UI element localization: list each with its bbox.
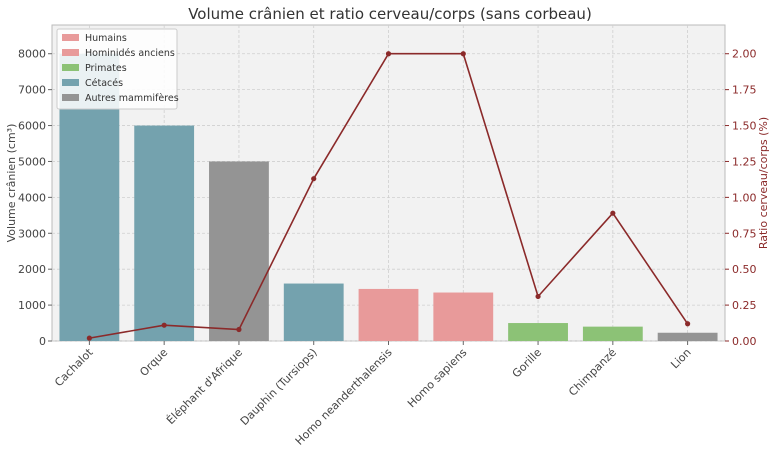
y-tick-label: 1000 <box>18 299 46 312</box>
legend-swatch <box>62 34 79 41</box>
legend-swatch <box>62 94 79 101</box>
y-axis-label: Volume crânien (cm³) <box>5 124 18 243</box>
ratio-point <box>460 51 466 57</box>
legend-box <box>56 28 178 110</box>
y2-tick-label: 0.50 <box>732 263 757 276</box>
y-tick-label: 6000 <box>18 120 46 133</box>
bar <box>283 283 344 341</box>
ratio-point <box>86 335 92 341</box>
bar <box>657 332 718 341</box>
y-tick-label: 0 <box>39 335 46 348</box>
legend-label: Autres mammifères <box>85 93 179 104</box>
y-axis-left: 0 1000 2000 3000 4000 5000 6000 7000 8000 <box>18 48 52 348</box>
ratio-point <box>311 176 317 182</box>
legend-label: Primates <box>85 63 127 74</box>
legend-swatch <box>62 64 79 71</box>
ratio-point <box>610 210 616 216</box>
x-tick-label: Homo sapiens <box>405 346 469 410</box>
legend-label: Cétacés <box>85 78 123 89</box>
y2-tick-label: 0.00 <box>732 335 757 348</box>
ratio-point <box>236 326 242 333</box>
y-tick-label: 4000 <box>18 191 46 204</box>
legend-swatch <box>62 49 79 56</box>
y-tick-label: 3000 <box>18 227 46 240</box>
x-tick-label: Lion <box>668 346 693 371</box>
y-axis-right: 0.00 0.25 0.50 0.75 1.00 1.25 1.50 1.75 2.00 <box>725 48 757 348</box>
x-tick-label: Chimpanzé <box>566 346 619 399</box>
y2-tick-label: 0.25 <box>732 299 757 312</box>
ratio-line <box>86 51 691 341</box>
bar <box>582 326 643 341</box>
x-tick-label: Gorille <box>510 346 545 381</box>
y-tick-label: 8000 <box>18 48 46 61</box>
legend-swatch <box>62 79 79 86</box>
ratio-point <box>161 322 167 328</box>
y2-tick-label: 0.75 <box>732 227 757 240</box>
bar <box>134 125 195 341</box>
y2-tick-label: 1.50 <box>732 120 757 133</box>
y2-tick-label: 1.00 <box>732 191 757 204</box>
y-tick-label: 7000 <box>18 84 46 97</box>
ratio-point <box>385 51 392 57</box>
x-tick-label: Éléphant d'Afrique <box>164 346 245 427</box>
x-tick-label: Dauphin (Tursiops) <box>238 346 320 428</box>
y2-tick-label: 2.00 <box>732 48 757 61</box>
ratio-point <box>685 321 691 327</box>
y2-tick-label: 1.75 <box>732 84 757 97</box>
legend-label: Humains <box>85 33 127 44</box>
bar <box>433 292 494 341</box>
ratio-point <box>535 293 541 300</box>
bar <box>209 161 269 341</box>
chart-title: Volume crânien et ratio cerveau/corps (s… <box>188 5 592 23</box>
bar <box>358 288 419 341</box>
legend: Humains Hominidés anciens Primates Cétacés A… <box>56 28 179 110</box>
legend-label: Hominidés anciens <box>85 48 175 59</box>
x-tick-label: Orque <box>137 346 170 379</box>
y-tick-label: 2000 <box>18 263 46 276</box>
y2-tick-label: 1.25 <box>732 155 757 168</box>
x-tick-label: Cachalot <box>52 345 96 389</box>
bar <box>508 323 568 341</box>
y-tick-label: 5000 <box>18 155 46 168</box>
y2-axis-label: Ratio cerveau/corps (%) <box>757 117 770 249</box>
